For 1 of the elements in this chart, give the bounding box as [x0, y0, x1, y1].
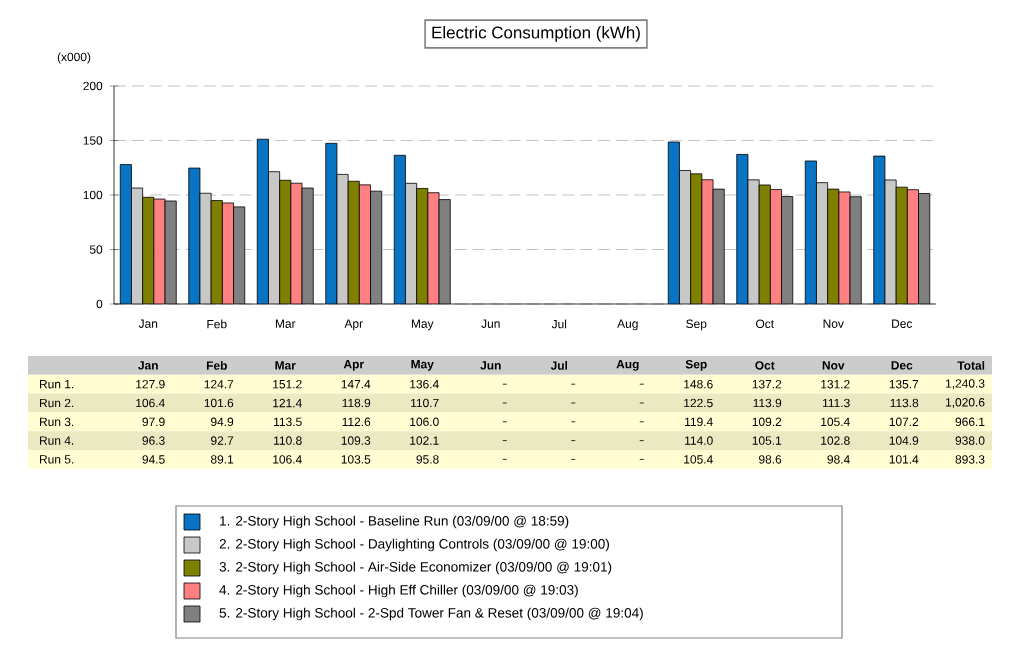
chart-title: Electric Consumption (kWh): [432, 26, 640, 42]
